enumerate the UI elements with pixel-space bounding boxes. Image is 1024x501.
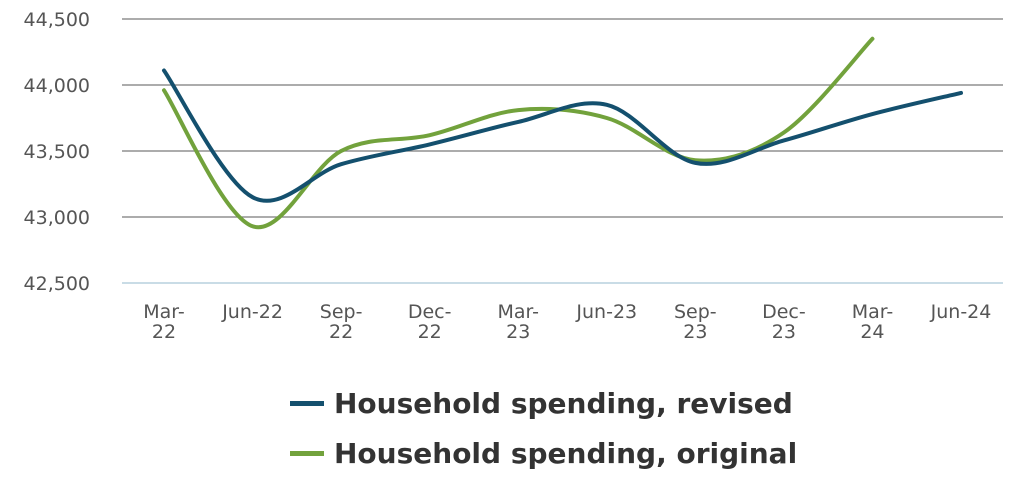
y-tick-label: 44,500 (24, 9, 90, 31)
legend-swatch-revised (290, 400, 324, 406)
legend-label-original: Household spending, original (334, 436, 798, 470)
x-tick-label: Mar-23 (497, 301, 539, 343)
legend-swatch-original (290, 450, 324, 456)
series-lines (162, 36, 963, 230)
line-chart: 42,500 43,000 43,500 44,000 44,500 Mar-22 Jun… (24, 9, 1003, 343)
x-tick-label: Mar-24 (852, 301, 894, 343)
x-tick-label: Dec-22 (408, 301, 452, 343)
x-tick-label: Sep-23 (674, 301, 717, 343)
series-line-revised (162, 68, 963, 203)
legend-item-revised: Household spending, revised (290, 378, 797, 428)
legend-label-revised: Household spending, revised (334, 386, 793, 420)
x-axis-ticks: Mar-22 Jun-22 Sep-22 Dec-22 Mar-23 Jun-23 Sep-… (143, 301, 991, 343)
legend-item-original: Household spending, original (290, 428, 797, 478)
x-tick-label: Dec-23 (762, 301, 806, 343)
y-tick-label: 43,000 (24, 207, 90, 229)
x-tick-label: Jun-22 (221, 301, 283, 323)
series-line-original (162, 36, 875, 230)
x-tick-label: Mar-22 (143, 301, 185, 343)
legend: Household spending, revised Household sp… (290, 378, 797, 478)
x-tick-label: Jun-23 (575, 301, 637, 323)
grid-lines (122, 18, 1003, 284)
y-tick-label: 43,500 (24, 141, 90, 163)
x-tick-label: Sep-22 (320, 301, 363, 343)
y-axis-ticks: 42,500 43,000 43,500 44,000 44,500 (24, 9, 90, 295)
x-tick-label: Jun-24 (930, 301, 992, 323)
y-tick-label: 42,500 (24, 273, 90, 295)
y-tick-label: 44,000 (24, 75, 90, 97)
